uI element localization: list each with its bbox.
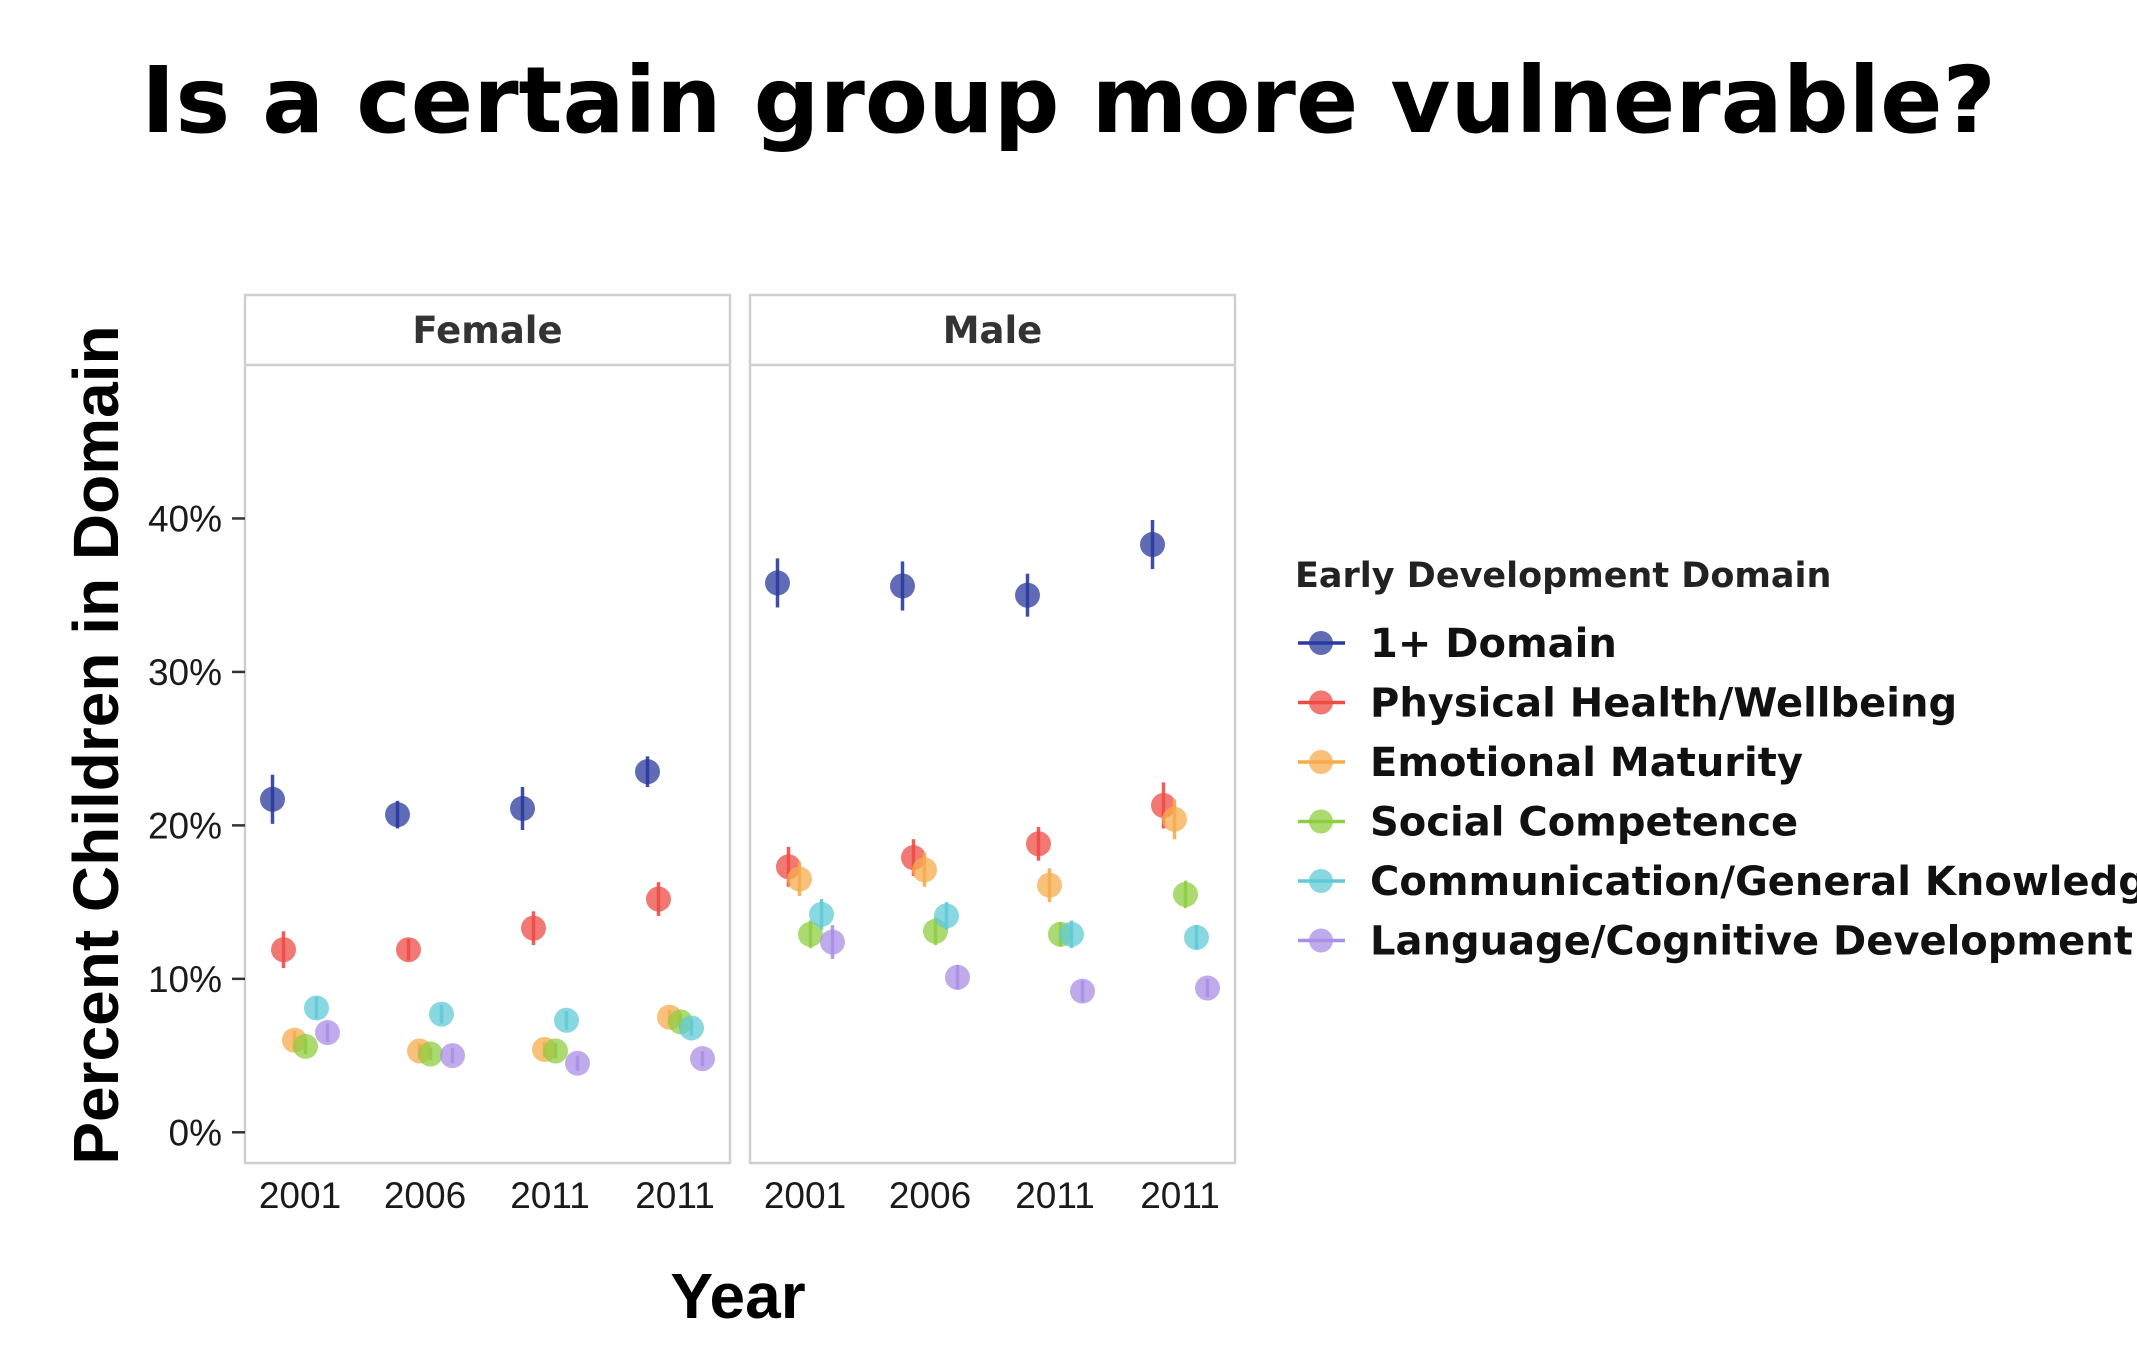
x-tick-label: 2011 [1015, 1175, 1095, 1216]
data-point [565, 1050, 590, 1076]
y-tick-label: 10% [148, 959, 222, 1000]
data-point [945, 964, 970, 990]
data-point [765, 570, 790, 596]
x-tick-label: 2006 [889, 1175, 971, 1216]
data-point [1026, 831, 1051, 857]
facet-strip-label: Female [412, 309, 562, 352]
legend-label: 1+ Domain [1370, 621, 1617, 667]
data-point [679, 1015, 704, 1041]
data-point [385, 802, 410, 828]
legend-label: Physical Health/Wellbeing [1370, 681, 1957, 727]
x-tick-label: 2001 [259, 1175, 341, 1216]
data-point [690, 1046, 715, 1072]
legend-key-point [1309, 750, 1333, 774]
data-point [1037, 872, 1062, 898]
data-point [912, 857, 937, 883]
legend-label: Social Competence [1370, 800, 1798, 846]
facet-strip-label: Male [943, 309, 1043, 352]
legend-key-point [1309, 631, 1333, 655]
data-point [890, 573, 915, 599]
data-point [1184, 924, 1209, 950]
data-point [293, 1033, 318, 1059]
y-tick-label: 30% [148, 652, 222, 693]
y-axis: 0% 10% 20% 30% 40% [148, 498, 245, 1153]
legend-label: Language/Cognitive Development [1370, 919, 2133, 965]
data-point [1059, 921, 1084, 947]
data-point [396, 937, 421, 963]
data-point [429, 1001, 454, 1027]
page-title: Is a certain group more vulnerable? [141, 47, 1996, 154]
data-point [1195, 975, 1220, 1001]
y-axis-title: Percent Children in Domain [60, 325, 132, 1164]
data-point [304, 995, 329, 1021]
data-point [260, 786, 285, 812]
legend: Early Development Domain 1+ Domain Physic… [1295, 556, 2137, 965]
data-point [418, 1041, 443, 1067]
panel-frame-male [748, 293, 1237, 1165]
y-tick-label: 0% [169, 1112, 222, 1153]
chart-marks [260, 519, 1220, 1076]
legend-title: Early Development Domain [1295, 556, 1831, 596]
x-axis-title: Year [670, 1260, 805, 1332]
data-point [271, 937, 296, 963]
legend-label: Communication/General Knowledge [1370, 859, 2137, 905]
legend-key-point [1309, 869, 1333, 893]
y-tick-label: 20% [148, 805, 222, 846]
data-point [554, 1007, 579, 1033]
data-point [1162, 806, 1187, 832]
data-point [787, 866, 812, 892]
data-point [798, 921, 823, 947]
panel-frame-female [243, 293, 732, 1165]
x-axis: 2001 2006 2011 2011 2001 2006 2011 2011 [259, 1175, 1220, 1216]
data-point [635, 759, 660, 785]
data-point [543, 1038, 568, 1064]
data-point [1140, 532, 1165, 558]
y-tick-label: 40% [148, 498, 222, 539]
data-point [820, 929, 845, 955]
data-point [809, 901, 834, 927]
data-point [934, 903, 959, 929]
data-point [1070, 978, 1095, 1004]
legend-key-point [1309, 928, 1333, 953]
legend-label: Emotional Maturity [1370, 740, 1803, 786]
data-point [521, 915, 546, 941]
data-point [510, 796, 535, 822]
legend-key-point [1309, 809, 1333, 834]
legend-key-point [1309, 690, 1333, 715]
x-tick-label: 2001 [764, 1175, 846, 1216]
data-point [440, 1043, 465, 1069]
data-point [1015, 582, 1040, 608]
x-tick-label: 2011 [1140, 1175, 1220, 1216]
data-point [315, 1020, 340, 1046]
x-tick-label: 2011 [635, 1175, 715, 1216]
data-point [646, 886, 671, 912]
chart-panels: Female Male [243, 293, 1237, 1165]
x-tick-label: 2011 [510, 1175, 590, 1216]
data-point [1173, 881, 1198, 907]
x-tick-label: 2006 [384, 1175, 466, 1216]
